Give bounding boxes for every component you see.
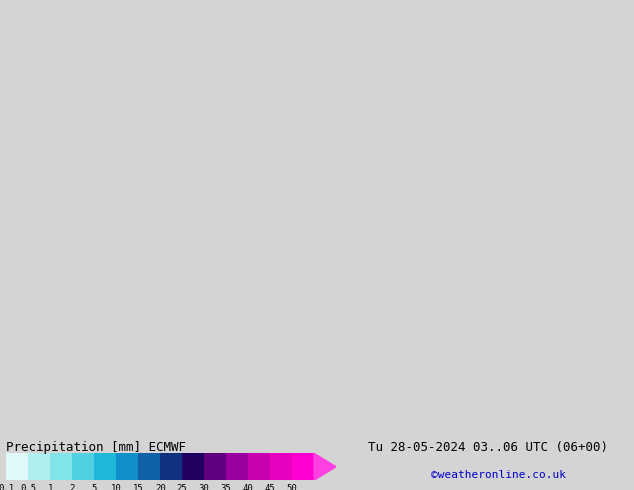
Text: 5: 5 (91, 484, 97, 490)
Text: 20: 20 (155, 484, 165, 490)
Bar (138, 453, 160, 480)
Bar (248, 453, 270, 480)
Text: 30: 30 (199, 484, 209, 490)
Bar (182, 453, 204, 480)
Bar (160, 453, 182, 480)
Text: 1: 1 (48, 484, 53, 490)
Text: 35: 35 (221, 484, 231, 490)
Bar (270, 453, 292, 480)
Bar (226, 453, 248, 480)
Text: Precipitation [mm] ECMWF: Precipitation [mm] ECMWF (6, 441, 186, 454)
Text: 2: 2 (70, 484, 75, 490)
Text: 45: 45 (265, 484, 275, 490)
Text: 50: 50 (287, 484, 297, 490)
Bar (116, 453, 138, 480)
Bar (292, 453, 314, 480)
Text: 40: 40 (243, 484, 254, 490)
Text: 25: 25 (177, 484, 188, 490)
Bar (94, 453, 116, 480)
Text: 0.5: 0.5 (20, 484, 36, 490)
Bar (6, 453, 29, 480)
Bar (29, 453, 50, 480)
Text: 10: 10 (111, 484, 122, 490)
Text: ©weatheronline.co.uk: ©weatheronline.co.uk (431, 470, 566, 480)
Polygon shape (314, 453, 336, 480)
Bar (72, 453, 94, 480)
Bar (204, 453, 226, 480)
Text: 15: 15 (133, 484, 143, 490)
Bar (50, 453, 72, 480)
Text: Tu 28-05-2024 03..06 UTC (06+00): Tu 28-05-2024 03..06 UTC (06+00) (368, 441, 608, 454)
Text: 0.1: 0.1 (0, 484, 15, 490)
